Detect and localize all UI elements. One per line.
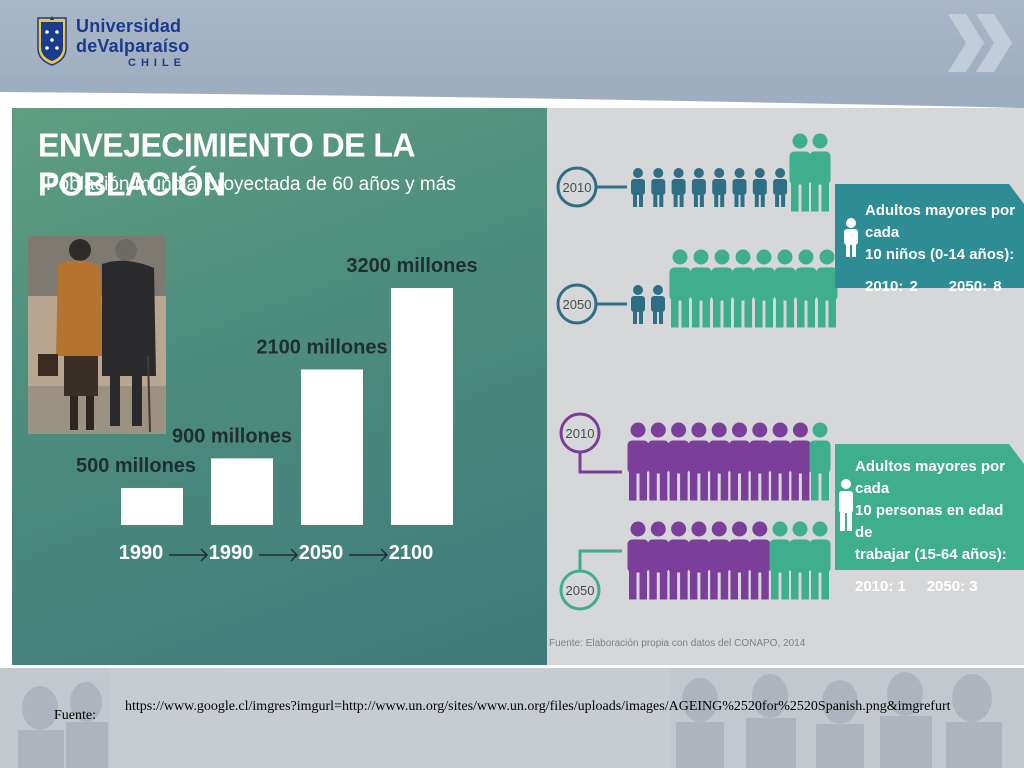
adult-icon [774, 249, 796, 328]
group2-stat-2050: 2050: 3 [926, 578, 978, 595]
worker-icon [647, 422, 669, 501]
group1-stat-2050: 2050: 8 [948, 278, 1002, 295]
bar-2 [211, 458, 273, 525]
child-icon [671, 168, 686, 207]
adult-icon [809, 422, 831, 501]
worker-icon [688, 521, 710, 600]
worker-icon [769, 422, 791, 501]
bar-1 [121, 487, 183, 525]
bar-value-label-2: 900 millones [172, 425, 292, 447]
header-divider-curve [0, 78, 1024, 108]
adult-icon [816, 249, 838, 328]
group1-heading-line-1: Adultos mayores por cada [865, 202, 1016, 241]
worker-icon [708, 521, 730, 600]
svg-text:▲: ▲ [49, 15, 56, 22]
adult-icon [711, 249, 733, 328]
group1-stat-2010: 2010: 2 [865, 278, 918, 295]
adult-icon [789, 521, 811, 600]
child-icon [631, 168, 645, 207]
worker-icon [668, 521, 690, 600]
logo-line-2: deValparaíso [76, 36, 190, 56]
elderly-couple-photo [28, 236, 166, 434]
bar-value-label-3: 2100 millones [256, 336, 387, 358]
adult-icon [732, 249, 754, 328]
adult-icon [669, 249, 691, 328]
adult-icon [809, 133, 831, 212]
pictogram-source-note: Fuente: Elaboración propia con datos del… [549, 638, 806, 649]
group2-arrow-box [835, 444, 1024, 570]
footer-bar: Fuente: https://www.google.cl/imgres?img… [0, 668, 1024, 768]
child-icon [773, 168, 788, 207]
header-bar: ▲ Universidad deValparaíso CHILE [0, 0, 1024, 92]
child-icon [651, 168, 666, 207]
group2-stats: 2010: 1 2050: 3 [855, 576, 1024, 598]
year-circle-g2-2010-connector [578, 452, 622, 474]
adult-icon [809, 521, 831, 600]
footer-source-label: Fuente: [54, 708, 96, 723]
logo-line-1: Universidad [76, 16, 182, 36]
footer-source-url[interactable]: https://www.google.cl/imgres?imgurl=http… [125, 699, 951, 714]
adult-icon [753, 249, 775, 328]
child-white-icon [844, 218, 858, 257]
bar-value-label-4: 3200 millones [346, 255, 477, 277]
university-shield-icon: ▲ [37, 15, 67, 66]
child-icon [712, 168, 727, 207]
worker-icon [688, 422, 710, 501]
pictogram-panel: 2010 2050 2010 2050 Adultos mayores por cad… [547, 108, 1024, 665]
bar-3 [301, 369, 363, 525]
adult-icon [690, 249, 712, 328]
worker-icon [749, 521, 771, 600]
worker-icon [729, 422, 750, 501]
person-white-icon [839, 479, 853, 531]
group2-info: Adultos mayores por cada 10 personas en … [855, 456, 1024, 598]
infographic-subtitle: Población mundial proyectada de 60 años … [46, 174, 456, 195]
logo-line-3: CHILE [128, 57, 186, 69]
worker-icon [729, 521, 750, 600]
year-circle-g1-2050-label: 2050 [563, 297, 592, 312]
worker-icon [647, 521, 669, 600]
students-photo-banner [0, 668, 1024, 768]
year-label-4: 2100 [389, 542, 434, 564]
bar-value-label-1: 500 millones [76, 455, 196, 477]
child-icon [691, 168, 706, 207]
year-circle-g2-2010-label: 2010 [566, 426, 595, 441]
year-circle-g2-2050-label: 2050 [566, 583, 595, 598]
university-logo: Universidad deValparaíso CHILE [76, 16, 189, 70]
pictogram-graphic: 2010 2050 2010 2050 [556, 133, 1024, 611]
year-label-1: 1990 [119, 542, 164, 564]
group2-stat-2010: 2010: 1 [855, 578, 906, 595]
infographic-title: ENVEJECIMIENTO DE LA POBLACIÓN [38, 126, 414, 203]
child-icon [631, 285, 645, 324]
child-icon [732, 168, 747, 207]
year-circle-g1-2010-label: 2010 [563, 180, 592, 195]
group1-info: Adultos mayores por cada 10 niños (0-14 … [865, 200, 1024, 298]
worker-icon [708, 422, 730, 501]
year-label-2: 1990 [209, 542, 254, 564]
worker-icon [627, 422, 649, 501]
population-bar-chart: 500 millones 1990 900 millones 1990 2100 mil… [76, 255, 478, 564]
aging-infographic-panel: ENVEJECIMIENTO DE LA POBLACIÓN Población… [12, 108, 547, 665]
group2-heading-line-3: trabajar (15-64 años): [855, 546, 1007, 563]
group2-heading-line-1: Adultos mayores por cada [855, 458, 1006, 497]
year-circle-g2-2050-connector [578, 549, 622, 571]
child-icon [651, 285, 665, 324]
worker-icon [789, 422, 811, 501]
arrow-icon [259, 548, 299, 562]
double-chevron-icon [948, 14, 1012, 72]
adult-icon [769, 521, 791, 600]
worker-icon [668, 422, 690, 501]
bar-4 [391, 288, 453, 525]
year-label-3: 2050 [299, 542, 344, 564]
arrow-icon [169, 548, 209, 562]
adult-icon [789, 133, 811, 212]
arrow-icon [349, 548, 389, 562]
child-icon [752, 168, 767, 207]
adult-icon [795, 249, 817, 328]
worker-icon [627, 521, 649, 600]
group1-heading-line-2: 10 niños (0-14 años): [865, 246, 1015, 263]
worker-icon [749, 422, 771, 501]
group1-arrow-box [835, 184, 1024, 288]
group2-heading-line-2: 10 personas en edad de [855, 502, 1004, 541]
group1-stats: 2010: 2 2050: 8 [865, 276, 1024, 298]
